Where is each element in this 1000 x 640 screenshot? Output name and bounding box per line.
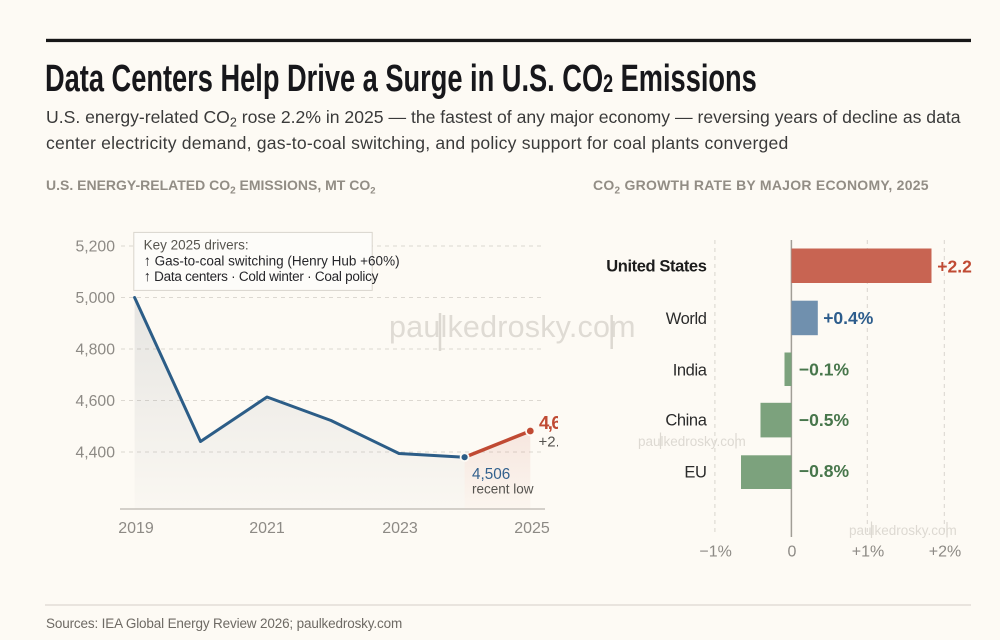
svg-text:Data Centers Help Drive a Surg: Data Centers Help Drive a Surge in U.S. …: [45, 58, 757, 101]
svg-text:4,506: 4,506: [472, 466, 510, 483]
svg-text:4,800: 4,800: [75, 342, 115, 359]
svg-text:+2.2%: +2.2%: [539, 434, 582, 451]
svg-text:paulkedrosky.com: paulkedrosky.com: [389, 310, 636, 344]
svg-text:India: India: [673, 361, 708, 379]
svg-text:World: World: [666, 310, 707, 328]
svg-text:China: China: [665, 412, 707, 430]
svg-text:2019: 2019: [118, 520, 154, 537]
svg-text:U.S. ENERGY-RELATED CO2 EMISSI: U.S. ENERGY-RELATED CO2 EMISSIONS, MT CO…: [46, 177, 376, 197]
svg-text:CO2 GROWTH RATE BY MAJOR ECONO: CO2 GROWTH RATE BY MAJOR ECONOMY, 2025: [593, 177, 929, 197]
svg-text:+2%: +2%: [929, 544, 961, 561]
svg-text:Key 2025 drivers:: Key 2025 drivers:: [144, 238, 249, 253]
svg-text:5,000: 5,000: [75, 290, 115, 307]
svg-text:−0.1%: −0.1%: [799, 359, 850, 379]
svg-text:↑ Gas-to-coal switching (Henry: ↑ Gas-to-coal switching (Henry Hub +60%): [144, 254, 400, 270]
svg-text:↑ Data centers · Cold winter ·: ↑ Data centers · Cold winter · Coal poli…: [144, 269, 379, 285]
svg-text:paulkedrosky.com: paulkedrosky.com: [638, 434, 746, 449]
svg-text:United States: United States: [606, 258, 706, 276]
svg-text:+1%: +1%: [852, 544, 884, 561]
svg-text:2025: 2025: [514, 520, 550, 537]
svg-text:4,600: 4,600: [75, 393, 115, 410]
svg-text:−0.8%: −0.8%: [799, 461, 850, 481]
svg-text:4,606: 4,606: [539, 412, 579, 433]
svg-text:paulkedrosky.com: paulkedrosky.com: [849, 523, 957, 538]
svg-text:4,400: 4,400: [75, 445, 115, 462]
svg-text:+0.4%: +0.4%: [823, 308, 874, 328]
svg-text:2021: 2021: [249, 520, 285, 537]
svg-text:recent low: recent low: [472, 482, 534, 497]
svg-text:−0.5%: −0.5%: [799, 410, 850, 430]
svg-text:5,200: 5,200: [75, 239, 115, 256]
svg-text:−1%: −1%: [699, 544, 731, 561]
svg-text:2023: 2023: [382, 520, 418, 537]
svg-text:Sources: IEA Global Energy Rev: Sources: IEA Global Energy Review 2026; …: [46, 616, 402, 631]
svg-text:+2.2: +2.2: [937, 257, 972, 277]
svg-text:center electricity demand, gas: center electricity demand, gas-to-coal s…: [46, 133, 788, 153]
svg-text:0: 0: [788, 544, 797, 561]
svg-text:EU: EU: [684, 464, 706, 482]
svg-text:U.S. energy-related CO2 rose 2: U.S. energy-related CO2 rose 2.2% in 202…: [46, 107, 961, 130]
